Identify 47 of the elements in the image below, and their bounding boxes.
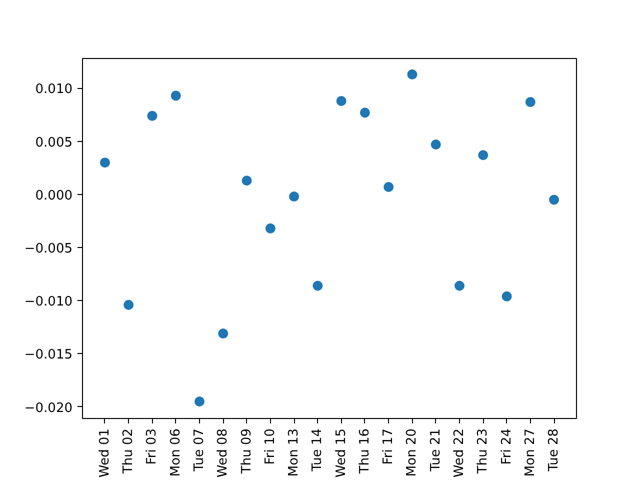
y-tick-label: 0.010 <box>35 82 72 98</box>
x-tick-label: Thu 16 <box>357 428 372 475</box>
x-tick-label: Wed 08 <box>216 428 231 478</box>
x-tick-label: Tue 14 <box>310 428 326 472</box>
point <box>336 96 346 106</box>
x-tick-label: Tue 07 <box>192 428 207 472</box>
x-tick-label: Thu 09 <box>239 428 254 475</box>
point <box>242 176 252 186</box>
y-tick-label: −0.015 <box>24 348 72 363</box>
x-tick-label: Wed 01 <box>97 428 112 478</box>
point <box>407 69 418 80</box>
y-tick-label: −0.005 <box>24 242 72 257</box>
point <box>289 192 300 202</box>
x-tick-label: Fri 17 <box>381 428 396 465</box>
x-tick-label: Mon 20 <box>404 428 420 477</box>
x-tick-label: Mon 13 <box>286 428 302 477</box>
x-tick-label: Thu 02 <box>121 428 136 475</box>
point <box>360 108 370 118</box>
x-tick-label: Tue 21 <box>428 428 444 472</box>
point <box>454 280 464 291</box>
point <box>100 158 110 168</box>
x-tick-label: Fri 10 <box>262 428 278 465</box>
y-tick-label: 0.000 <box>35 188 72 204</box>
point <box>218 328 228 339</box>
y-tick-label: −0.020 <box>24 400 72 416</box>
point <box>525 97 536 108</box>
point <box>502 291 512 302</box>
point <box>265 223 276 234</box>
x-tick-label: Mon 06 <box>168 428 184 477</box>
x-tick-label: Fri 03 <box>144 428 160 465</box>
point <box>124 300 134 310</box>
point <box>312 280 323 291</box>
point <box>147 110 158 121</box>
point <box>170 90 181 101</box>
point <box>549 194 560 205</box>
y-tick-label: 0.005 <box>35 135 72 150</box>
point <box>384 182 394 192</box>
x-tick-label: Tue 28 <box>546 428 562 472</box>
x-tick-label: Wed 15 <box>334 428 349 478</box>
x-tick-label: Fri 24 <box>499 428 514 465</box>
point <box>194 396 204 406</box>
point <box>478 150 488 160</box>
x-tick-label: Mon 27 <box>522 428 538 477</box>
x-tick-label: Wed 22 <box>452 428 467 478</box>
y-tick-label: −0.010 <box>24 294 72 310</box>
x-tick-label: Thu 23 <box>476 428 491 475</box>
point <box>430 140 441 150</box>
